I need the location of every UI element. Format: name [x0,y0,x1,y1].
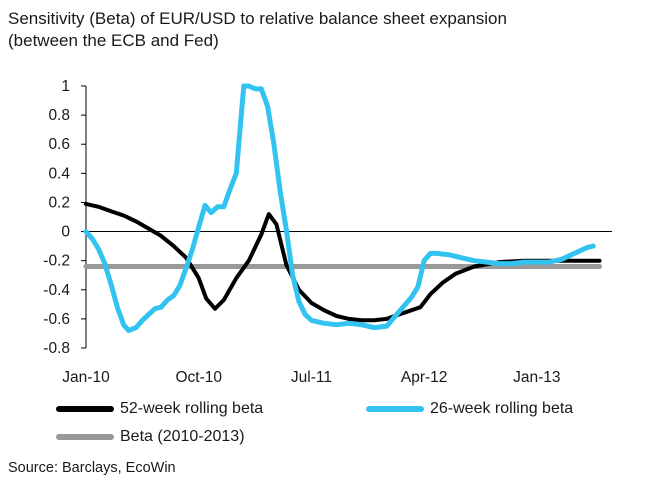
x-tick-label: Oct-10 [175,369,222,386]
legend-swatch-26-week [366,406,424,412]
chart-series [83,83,602,333]
legend-item-beta-2010-2013: Beta (2010-2013) [56,428,245,446]
chart-title-line-1: Sensitivity (Beta) of EUR/USD to relativ… [8,9,507,28]
chart-title-line-2: (between the ECB and Fed) [8,31,219,50]
legend-item-26-week: 26-week rolling beta [366,400,573,418]
y-tick-label: 1 [61,78,70,95]
y-tick-label: 0.2 [48,194,70,211]
line-chart: 1 0.8 0.6 0.4 0.2 0 -0.2 -0.4 -0.6 -0.8 Jan-10 Oct… [43,78,612,386]
legend-swatch-52-week [56,406,114,412]
y-tick-label: -0.2 [43,253,70,270]
legend-item-52-week: 52-week rolling beta [56,400,263,418]
y-tick-label: -0.8 [43,340,70,357]
x-tick-label: Jan-13 [513,369,560,386]
chart-axes [85,86,612,348]
legend-label-beta: Beta (2010-2013) [120,428,245,445]
series-26-week-rolling-beta [83,83,596,333]
x-tick-label: Jul-11 [291,369,332,386]
series-52-week-rolling-beta [84,201,602,323]
y-tick-label: 0 [61,224,70,241]
legend-swatch-beta [56,434,114,440]
y-tick-label: 0.8 [48,107,70,124]
y-tick-label: -0.6 [43,311,70,328]
y-tick-label: -0.4 [43,282,70,299]
legend-label-26-week: 26-week rolling beta [430,400,574,417]
y-tick-label: 0.4 [48,165,70,182]
source-note: Source: Barclays, EcoWin [8,460,176,476]
chart-title: Sensitivity (Beta) of EUR/USD to relativ… [8,8,507,52]
x-axis-ticks: Jan-10 Oct-10 Jul-11 Apr-12 Jan-13 [62,369,560,386]
legend-label-52-week: 52-week rolling beta [120,400,264,417]
y-axis-ticks: 1 0.8 0.6 0.4 0.2 0 -0.2 -0.4 -0.6 -0.8 [43,78,86,357]
x-tick-label: Apr-12 [401,369,448,386]
x-tick-label: Jan-10 [62,369,110,386]
y-tick-label: 0.6 [48,136,70,153]
